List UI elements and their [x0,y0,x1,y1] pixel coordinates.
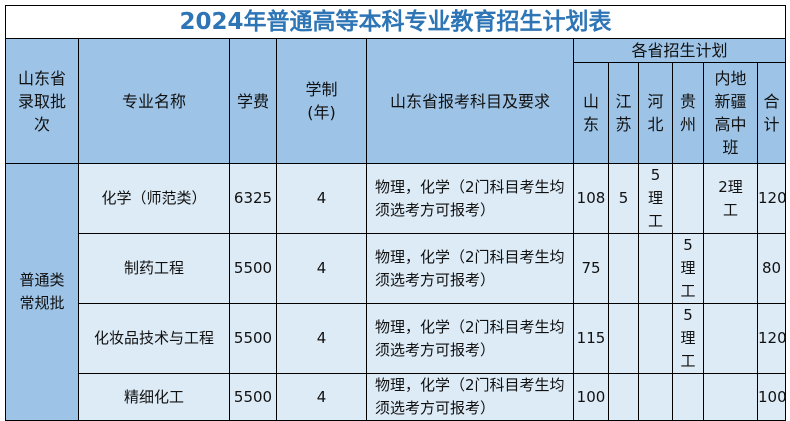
plan-cell: 100 [573,373,609,421]
header-province: 江苏 [608,62,639,164]
batch-cell: 普通类常规批 [5,163,79,421]
plan-cell [608,303,639,374]
header-batch: 山东省录取批次 [5,38,79,164]
fee-cell: 5500 [229,233,277,304]
years-cell: 4 [276,373,367,421]
major-cell: 精细化工 [78,373,230,421]
plan-cell: 5 [608,163,639,234]
table-row: 化妆品技术与工程 5500 4 物理，化学（2门科目考生均须选考方可报考） 115 5理工… [6,303,787,374]
years-cell: 4 [276,303,367,374]
plan-cell [608,233,639,304]
plan-cell [638,303,673,374]
plan-cell [608,373,639,421]
plan-cell: 108 [573,163,609,234]
years-cell: 4 [276,163,367,234]
header-fee: 学费 [229,38,277,164]
plan-cell: 2理工 [703,163,758,234]
plan-cell [638,233,673,304]
requirement-cell: 物理，化学（2门科目考生均须选考方可报考） [366,303,574,374]
table-row: 普通类常规批 化学（师范类） 6325 4 物理，化学（2门科目考生均须选考方可报考） 1… [5,163,787,421]
header-years: 学制(年) [276,38,367,164]
header-plan-group: 各省招生计划 [572,38,787,63]
header-major: 专业名称 [78,38,230,164]
fee-cell: 5500 [229,373,277,421]
requirement-cell: 物理，化学（2门科目考生均须选考方可报考） [366,163,574,234]
plan-cell: 120 [756,163,787,234]
fee-cell: 6325 [229,163,277,234]
major-cell: 化妆品技术与工程 [78,303,230,374]
plan-cell [672,373,704,421]
enrollment-plan-table: 2024年普通高等本科专业教育招生计划表 山东省录取批次 专业名称 学费 学制(… [4,5,787,421]
table-title: 2024年普通高等本科专业教育招生计划表 [4,5,787,39]
header-province: 贵州 [672,62,704,164]
plan-cell: 75 [573,233,609,304]
plan-cell [703,233,758,304]
fee-cell: 5500 [229,303,277,374]
requirement-cell: 物理，化学（2门科目考生均须选考方可报考） [366,373,574,421]
header-province: 山东 [573,62,609,164]
header-requirement: 山东省报考科目及要求 [366,38,574,164]
table-row: 精细化工 5500 4 物理，化学（2门科目考生均须选考方可报考） 100 100 [6,373,787,421]
plan-cell: 5理工 [672,303,704,374]
plan-cell [672,163,704,234]
major-cell: 化学（师范类） [78,163,230,234]
plan-cell [703,303,758,374]
major-cell: 制药工程 [78,233,230,304]
plan-cell [703,373,758,421]
years-cell: 4 [276,233,367,304]
plan-cell: 115 [573,303,609,374]
header-province: 内地新疆高中班 [703,62,758,164]
plan-cell: 100 [756,373,787,421]
plan-cell: 120 [756,303,787,374]
plan-cell: 80 [756,233,787,304]
plan-cell [638,373,673,421]
table-row: 制药工程 5500 4 物理，化学（2门科目考生均须选考方可报考） 75 5理工 80 [6,233,787,304]
requirement-cell: 物理，化学（2门科目考生均须选考方可报考） [366,233,574,304]
plan-cell: 5理工 [638,163,673,234]
plan-cell: 5理工 [672,233,704,304]
header-province: 河北 [638,62,673,164]
header-province: 合计 [756,62,787,164]
